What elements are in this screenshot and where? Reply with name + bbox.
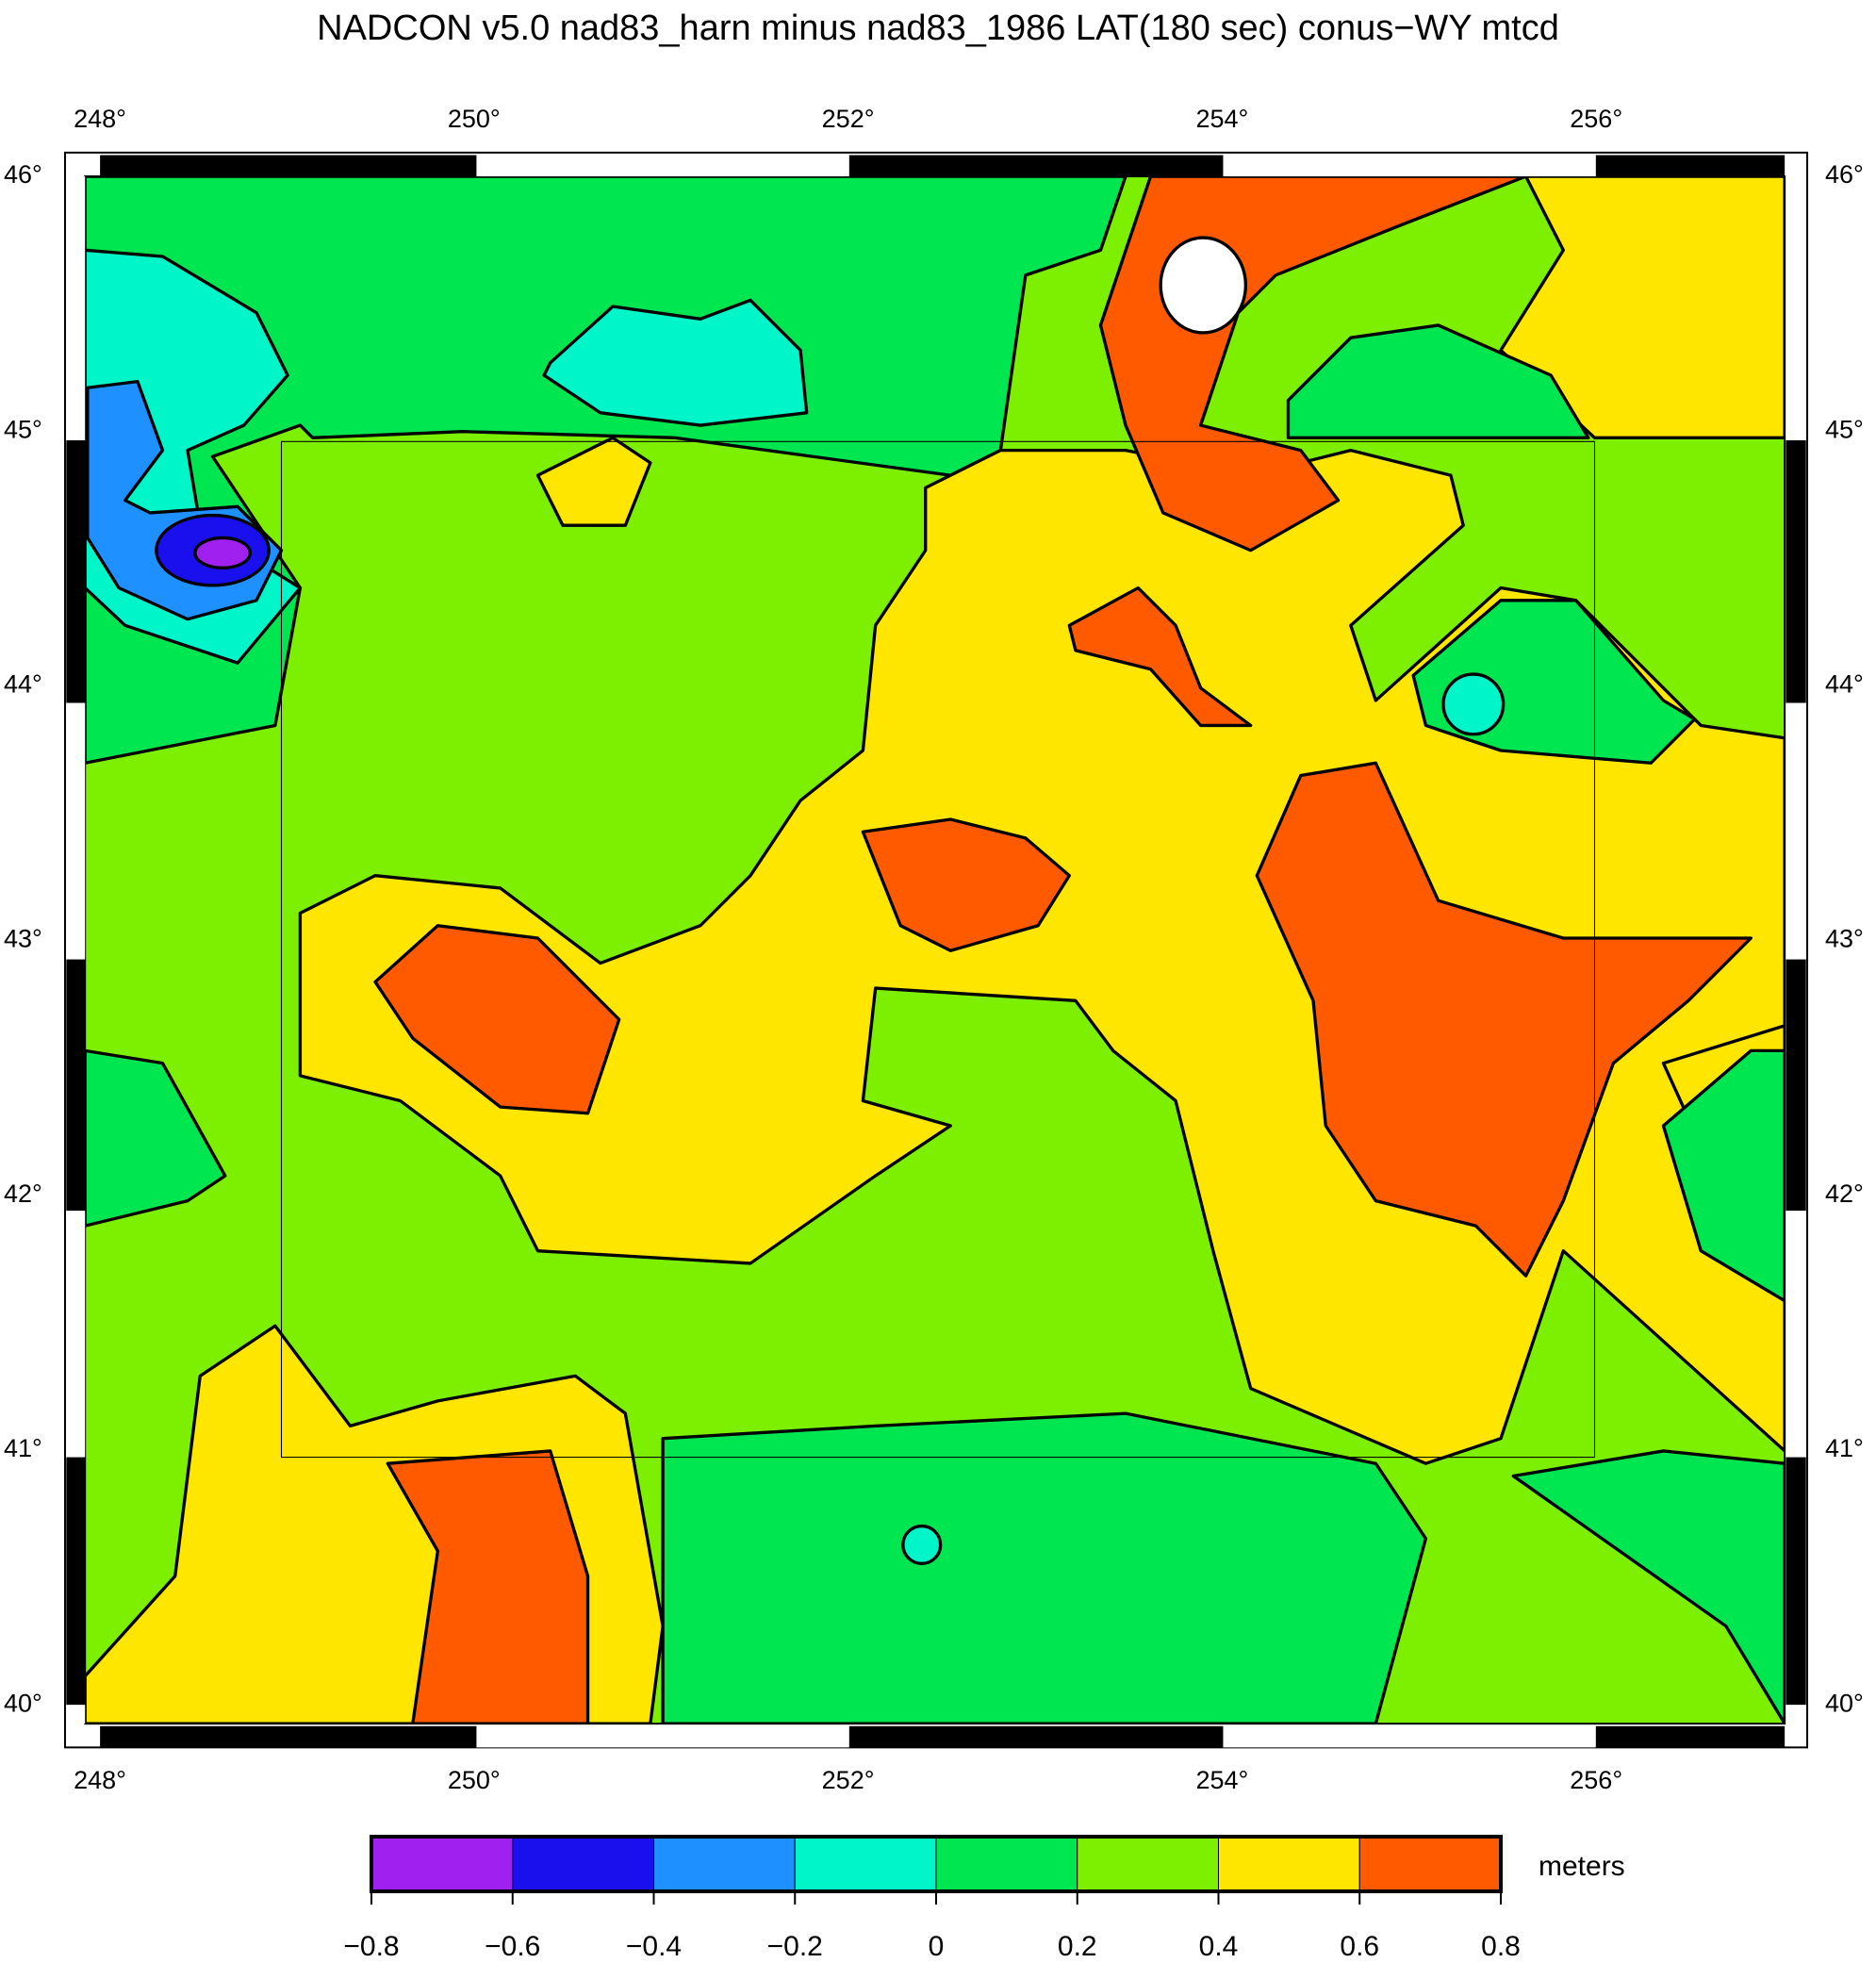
lon-tick-label: 250° [448, 105, 501, 133]
colorbar-swatch [794, 1836, 937, 1892]
lat-tick-label: 41° [1825, 1434, 1864, 1462]
lon-tick-label: 248° [74, 105, 126, 133]
contour-region [1511, 1449, 1785, 1724]
colorbar-tick-label: 0.4 [1199, 1931, 1239, 1962]
frame-segment [66, 176, 86, 440]
frame-segment [66, 1705, 86, 1724]
contour-region [1286, 323, 1590, 439]
contour-region [373, 924, 621, 1115]
frame-segment [1785, 439, 1806, 703]
colorbar-swatch [935, 1836, 1078, 1892]
frame-segment [1595, 1725, 1785, 1748]
colorbar-tick-label: 0 [929, 1931, 945, 1962]
frame-segment [66, 1457, 86, 1706]
frame-segment [1223, 155, 1596, 177]
colorbar-swatch [1358, 1836, 1502, 1892]
lat-tick-label: 42° [1825, 1179, 1864, 1208]
colorbar-unit: meters [1539, 1851, 1625, 1882]
lat-tick-label: 46° [4, 160, 42, 189]
state-border [280, 440, 1596, 1459]
colorbar-tick-label: 0.2 [1058, 1931, 1097, 1962]
frame-segment [66, 1211, 86, 1458]
lon-tick-label: 256° [1570, 105, 1622, 133]
lat-tick-label: 46° [1825, 160, 1864, 189]
contour-region [193, 536, 252, 569]
frame-segment [1785, 176, 1806, 440]
colorbar-tick-label: −0.2 [767, 1931, 823, 1962]
lat-tick-label: 42° [4, 1179, 42, 1208]
lat-tick-label: 45° [1825, 415, 1864, 443]
lon-tick-label: 250° [448, 1766, 501, 1794]
colorbar-swatch [1218, 1836, 1360, 1892]
frame-segment [848, 1725, 1224, 1748]
colorbar-tick-label: 0.6 [1340, 1931, 1379, 1962]
contour-region [1661, 1048, 1785, 1303]
contour-region [1255, 761, 1753, 1278]
frame-segment [66, 439, 86, 703]
lon-tick-label: 248° [74, 1766, 126, 1794]
lon-tick-label: 254° [1195, 105, 1248, 133]
lat-tick-label: 44° [4, 670, 42, 699]
contour-region [661, 1411, 1428, 1724]
colorbar-tick-label: −0.6 [485, 1931, 540, 1962]
frame-segment [1785, 702, 1806, 960]
frame-segment [1785, 959, 1806, 1212]
contour-region [861, 817, 1071, 952]
frame-segment [1785, 1211, 1806, 1458]
contour-region [535, 436, 652, 527]
colorbar-swatch [370, 1836, 514, 1892]
lat-tick-label: 43° [1825, 925, 1864, 953]
contour-map [63, 151, 1809, 1749]
frame-segment [66, 702, 86, 960]
colorbar-tick-label: −0.8 [343, 1931, 399, 1962]
colorbar-swatch [1077, 1836, 1219, 1892]
contour-region [85, 176, 1127, 765]
map-frame [63, 151, 1809, 1749]
lat-tick-label: 41° [4, 1434, 42, 1462]
frame-segment [100, 1725, 477, 1748]
frame-segment [1595, 155, 1785, 177]
lon-tick-label: 254° [1195, 1766, 1248, 1794]
frame-segment [476, 155, 849, 177]
contour-region [386, 1449, 590, 1724]
frame-segment [1223, 1725, 1596, 1748]
contour-region [1499, 176, 1785, 439]
colorbar-swatch [653, 1836, 796, 1892]
frame-segment [100, 155, 477, 177]
figure-title: NADCON v5.0 nad83_harn minus nad83_1986 … [317, 8, 1559, 48]
tick-labels: 248° 248° 250° 250° 252° 252° 254° 254° 256° 256°… [4, 105, 1864, 1794]
frame-segment [1785, 1705, 1806, 1724]
frame-segment [848, 155, 1224, 177]
lon-tick-label: 252° [822, 1766, 875, 1794]
lat-tick-label: 40° [1825, 1689, 1864, 1717]
contour-region [1159, 236, 1248, 335]
contour-region [542, 298, 809, 427]
lon-tick-label: 256° [1570, 1766, 1622, 1794]
contour-region [1441, 672, 1506, 736]
lat-tick-label: 40° [4, 1689, 42, 1717]
lat-tick-label: 45° [4, 415, 42, 443]
frame-segment [1785, 1457, 1806, 1706]
colorbar-tick-label: 0.8 [1481, 1931, 1521, 1962]
lon-tick-label: 252° [822, 105, 875, 133]
contour-region [901, 1524, 943, 1565]
frame-segment [476, 1725, 849, 1748]
contour-region [1067, 586, 1253, 728]
colorbar: −0.8 −0.6 −0.4 −0.2 0 0.2 0.4 0.6 0.8 [343, 1835, 1521, 1962]
lat-tick-label: 44° [1825, 670, 1864, 699]
frame-segment [66, 959, 86, 1212]
colorbar-tick-label: −0.4 [626, 1931, 682, 1962]
contour-region [85, 1048, 227, 1228]
colorbar-swatch [512, 1836, 654, 1892]
lat-tick-label: 43° [4, 925, 42, 953]
